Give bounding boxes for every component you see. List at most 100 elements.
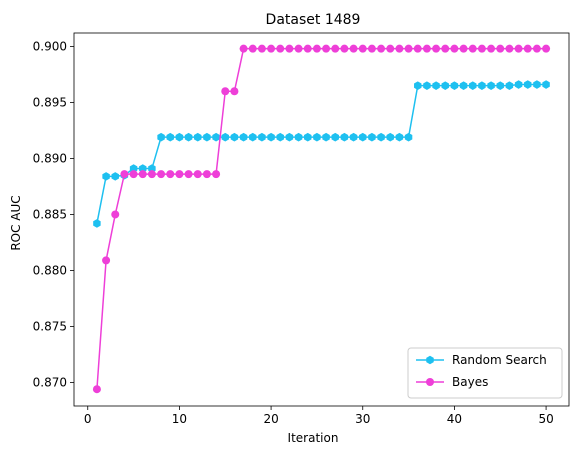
data-point xyxy=(404,44,413,53)
data-point xyxy=(203,132,211,142)
x-tick-label: 50 xyxy=(538,412,553,426)
data-point xyxy=(505,81,514,90)
data-point xyxy=(422,44,431,53)
data-point xyxy=(423,81,431,90)
data-point xyxy=(129,170,138,179)
plot-area xyxy=(73,32,570,407)
data-point xyxy=(395,44,404,53)
data-point xyxy=(120,170,129,179)
data-point xyxy=(230,87,239,96)
data-point xyxy=(340,44,349,53)
data-point xyxy=(367,44,376,53)
data-point xyxy=(92,385,101,394)
x-tick-label: 10 xyxy=(172,412,187,426)
data-point xyxy=(212,170,221,179)
data-point xyxy=(93,219,101,228)
data-point xyxy=(413,44,422,53)
series-bayes xyxy=(92,44,551,394)
data-point xyxy=(303,44,312,53)
data-point xyxy=(386,132,394,142)
data-point xyxy=(166,132,174,142)
data-point xyxy=(505,44,514,53)
data-point xyxy=(239,132,248,142)
data-point xyxy=(469,81,477,90)
data-point xyxy=(175,170,184,179)
data-point xyxy=(542,44,551,53)
y-axis: 0.870 0.875 0.880 0.885 0.890 0.895 0.900 xyxy=(33,39,74,389)
y-tick-label: 0.870 xyxy=(33,375,67,389)
data-point xyxy=(166,170,175,179)
series-line xyxy=(96,47,547,390)
data-point xyxy=(111,172,119,181)
data-point xyxy=(432,44,441,53)
chart-title: Dataset 1489 xyxy=(266,12,361,28)
legend-marker xyxy=(426,378,434,386)
y-tick-label: 0.900 xyxy=(33,39,67,53)
data-point xyxy=(193,170,202,179)
data-point xyxy=(304,132,312,142)
x-axis: 0 10 20 30 40 50 xyxy=(84,406,554,426)
data-point xyxy=(212,132,220,142)
data-point xyxy=(230,132,239,142)
data-point xyxy=(184,170,193,179)
data-point xyxy=(267,44,276,53)
data-point xyxy=(468,44,477,53)
x-axis-label: Iteration xyxy=(288,431,339,445)
legend-item: Random Search xyxy=(416,353,547,367)
data-point xyxy=(340,132,349,142)
data-point xyxy=(257,44,266,53)
data-point xyxy=(312,44,321,53)
legend-label: Bayes xyxy=(452,375,488,389)
y-tick-label: 0.875 xyxy=(33,319,67,333)
y-tick-label: 0.890 xyxy=(33,151,67,165)
data-point xyxy=(523,44,532,53)
data-point xyxy=(331,132,339,142)
data-point xyxy=(532,44,541,53)
data-point xyxy=(395,132,404,142)
data-point xyxy=(285,132,294,142)
data-point xyxy=(111,210,120,219)
data-point xyxy=(202,170,211,179)
data-point xyxy=(322,44,331,53)
x-tick-label: 30 xyxy=(355,412,370,426)
data-point xyxy=(477,44,486,53)
series-random-search xyxy=(93,80,550,228)
data-point xyxy=(524,80,532,89)
data-point xyxy=(221,87,230,96)
data-point xyxy=(359,132,367,142)
data-point xyxy=(248,44,257,53)
data-point xyxy=(404,132,413,142)
data-point xyxy=(322,132,330,142)
y-tick-label: 0.880 xyxy=(33,263,67,277)
data-point xyxy=(496,44,505,53)
y-tick-label: 0.885 xyxy=(33,207,67,221)
data-point xyxy=(285,44,294,53)
data-point xyxy=(102,256,111,265)
x-tick-label: 20 xyxy=(263,412,278,426)
data-point xyxy=(377,132,385,142)
data-point xyxy=(276,132,284,142)
data-point xyxy=(441,44,450,53)
data-point xyxy=(386,44,395,53)
data-point xyxy=(331,44,340,53)
data-point xyxy=(414,81,422,90)
data-point xyxy=(184,132,193,142)
data-point xyxy=(496,81,504,90)
data-point xyxy=(441,81,449,90)
data-point xyxy=(258,132,266,142)
data-point xyxy=(249,132,257,142)
data-point xyxy=(147,170,156,179)
data-point xyxy=(157,132,165,142)
y-axis-label: ROC AUC xyxy=(9,195,23,250)
data-point xyxy=(514,44,523,53)
data-point xyxy=(478,81,486,90)
data-point xyxy=(276,44,285,53)
x-tick-label: 0 xyxy=(84,412,92,426)
legend-marker xyxy=(426,355,434,365)
data-point xyxy=(450,44,459,53)
data-point xyxy=(487,44,496,53)
data-point xyxy=(542,80,550,89)
data-point xyxy=(102,172,110,181)
data-point xyxy=(157,170,166,179)
